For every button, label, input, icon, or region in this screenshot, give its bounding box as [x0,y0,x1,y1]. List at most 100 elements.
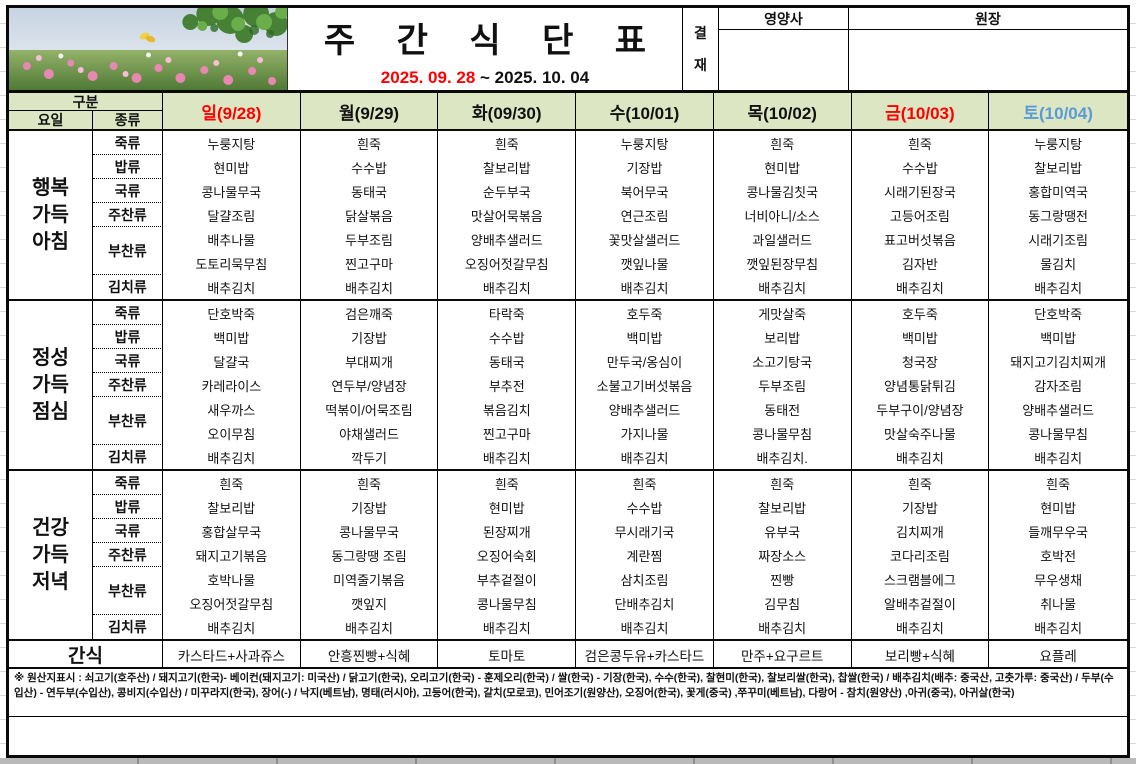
menu-cell: 도토리묵무침 [163,251,301,275]
menu-cell: 닭살볶음 [301,203,439,227]
row-type-label: 죽류 [93,301,163,325]
menu-cell: 깻잎된장무침 [714,251,852,275]
menu-cell: 누룽지탕 [163,131,301,155]
menu-cell: 양배추샐러드 [1022,402,1095,418]
menu-cell: 호두죽 [852,301,990,325]
menu-cell: 돼지고기김치찌개 [1010,354,1106,370]
page-title: 주 간 식 단 표 [323,21,663,60]
menu-cell: 감자조림 [1034,378,1083,394]
menu-cell: 타락죽 [438,301,577,325]
snack-cell: 검은콩두유+카스타드 [576,641,714,668]
menu-cell: 시래기조림 [1028,232,1089,248]
menu-cell: 백미밥 [852,325,990,349]
menu-cell: 흰죽 [714,471,852,495]
spreadsheet-left-margin [0,0,6,758]
menu-cell: 현미밥 [438,495,577,519]
menu-cell: 배추김치 [714,275,852,299]
menu-cell: 콩나물무침 [438,591,577,615]
menu-cell: 부대찌개 [301,349,439,373]
menu-cell: 소고기탕국 [714,349,852,373]
snack-cell: 카스타드+사과쥬스 [163,641,301,668]
menu-cell: 배추김치 [163,615,301,639]
menu-cell: 찰보리밥 [163,495,301,519]
menu-cell: 김치찌개 [852,519,990,543]
snack-label: 간식 [9,641,163,668]
menu-cell: 양배추샐러드 [438,227,577,251]
menu-cell: 배추김치 [163,445,301,469]
day-header-cell: 월(9/29) [301,93,439,129]
menu-cell: 삼치조림 [576,567,714,591]
menu-cell: 수수밥 [852,155,990,179]
menu-cell: 기장밥 [576,155,714,179]
menu-cell: 오징어젓갈무침 [438,251,577,275]
menu-cell: 동그랑땡전 [1028,208,1089,224]
empty-note-box [9,717,1127,755]
menu-cell: 단호박죽 [1034,306,1083,322]
menu-cell: 홍합살무국 [163,519,301,543]
menu-cell: 찐빵 [714,567,852,591]
menu-cell: 카레라이스 [163,373,301,397]
menu-section: 정성 가득 점심 죽류 단호박죽 검은깨죽 타락죽 호두죽 게맛살죽 호두죽 단호박죽 밥류 백미밥… [9,301,1127,471]
menu-cell: 깍두기 [301,445,439,469]
menu-cell: 미역줄기볶음 [301,567,439,591]
menu-cell: 단배추김치 [576,591,714,615]
approval-char-bottom: 재 [694,57,707,73]
menu-cell: 김무침 [714,591,852,615]
row-type-label: 국류 [93,349,163,373]
menu-cell: 오이무침 [163,421,301,445]
menu-cell: 기장밥 [301,325,439,349]
section-name: 정성 가득 점심 [9,301,93,469]
menu-cell: 동태국 [301,179,439,203]
row-type-label: 부찬류 [93,567,163,615]
menu-cell: 백미밥 [576,325,714,349]
snack-cell: 안흥찐빵+식혜 [301,641,439,668]
spreadsheet-bottom-strip [0,758,1136,764]
menu-cell: 기장밥 [301,495,439,519]
menu-cell: 떡볶이/어묵조림 [301,397,439,421]
menu-cell: 깻잎지 [301,591,439,615]
yoil-header: 요일 [9,111,93,129]
menu-cell: 배추김치 [438,445,577,469]
menu-cell: 흰죽 [438,471,577,495]
menu-cell: 표고버섯볶음 [852,227,990,251]
sign-column-director: 원장 [849,8,1127,90]
menu-cell: 깻잎나물 [576,251,714,275]
menu-cell: 누룽지탕 [576,131,714,155]
menu-cell: 배추김치 [852,445,990,469]
sign-space-nutritionist [719,30,848,90]
menu-cell: 콩나물김칫국 [714,179,852,203]
menu-cell: 흰죽 [714,131,852,155]
menu-cell: 연두부/양념장 [301,373,439,397]
sign-header-nutritionist: 영양사 [719,8,848,30]
menu-cell: 배추김치 [576,445,714,469]
row-type-label: 김치류 [93,615,163,639]
row-type-label: 죽류 [93,471,163,495]
snack-cell: 보리빵+식혜 [852,641,990,668]
menu-cell: 코다리조림 [852,543,990,567]
menu-cell: 찰보리밥 [438,155,577,179]
table-header: 주 간 식 단 표 2025. 09. 28 ~ 2025. 10. 04 결 … [9,8,1127,93]
menu-cell: 새우까스 [163,397,301,421]
menu-cell: 찐고구마 [301,251,439,275]
menu-cell: 연근조림 [576,203,714,227]
menu-cell: 만두국/옹심이 [576,349,714,373]
menu-cell: 호박전 [1040,548,1077,564]
menu-cell: 동태국 [438,349,577,373]
approval-stamp-column: 결 재 [682,8,719,90]
menu-cell: 동그랑땡 조림 [301,543,439,567]
weekly-menu-table: 주 간 식 단 표 2025. 09. 28 ~ 2025. 10. 04 결 … [6,5,1130,758]
menu-cell: 보리밥 [714,325,852,349]
sign-header-director: 원장 [849,8,1127,30]
row-type-label: 밥류 [93,155,163,179]
menu-cell: 너비아니/소스 [714,203,852,227]
menu-cell: 꽃맛살샐러드 [576,227,714,251]
menu-cell: 취나물 [1040,596,1077,612]
menu-cell: 흰죽 [301,131,439,155]
menu-cell: 백미밥 [1040,330,1077,346]
cosmos-flower-field-photo [9,8,288,90]
menu-cell: 배추김치 [1034,280,1083,296]
menu-cell: 수수밥 [438,325,577,349]
menu-cell: 누룽지탕 [1034,136,1083,152]
menu-cell: 물김치 [1040,256,1077,272]
menu-cell: 달걀조림 [163,203,301,227]
